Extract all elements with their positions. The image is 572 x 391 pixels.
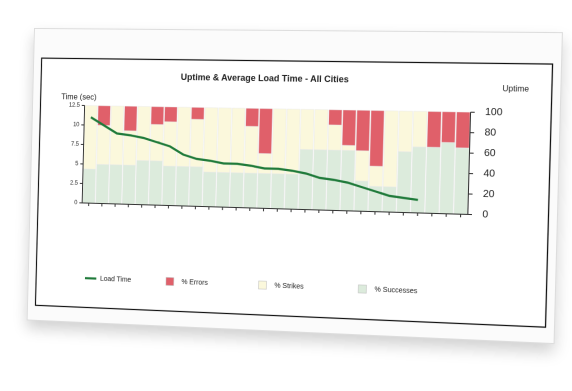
legend-swatch xyxy=(166,277,174,285)
bar-segment xyxy=(123,131,136,166)
bar-segment xyxy=(216,172,230,207)
bar-segment xyxy=(83,105,97,169)
bar-segment xyxy=(124,106,137,131)
bar-segment xyxy=(149,161,163,206)
bar-segment xyxy=(189,167,203,207)
bar-segment xyxy=(340,150,355,211)
bar-segment xyxy=(312,150,327,211)
bar-segment xyxy=(411,147,426,213)
bar-segment xyxy=(326,150,341,211)
bar-segment xyxy=(300,109,314,149)
legend-swatch xyxy=(259,281,268,291)
y-tick-label: 5 xyxy=(75,161,79,167)
y-tick-label: 10 xyxy=(73,122,80,128)
bar-segment xyxy=(243,173,257,208)
y2-tick-label: 80 xyxy=(484,127,496,139)
bar-segment xyxy=(190,119,204,167)
bar-segment xyxy=(110,106,124,165)
bar-segment xyxy=(354,181,368,212)
y2-tick-label: 60 xyxy=(484,148,496,160)
legend-label: % Successes xyxy=(374,286,418,295)
bar-segment xyxy=(314,109,328,149)
bar-segment xyxy=(397,152,412,213)
bar-segment xyxy=(122,165,135,205)
legend-label: % Strikes xyxy=(274,282,304,290)
bar-segment xyxy=(258,153,273,175)
y-tick-label: 2.5 xyxy=(70,181,79,187)
bar-segment xyxy=(454,148,469,215)
y2-tick-label: 0 xyxy=(482,209,489,221)
bar-segment xyxy=(355,151,369,182)
bar-segment xyxy=(244,126,258,173)
y-tick-label: 12.5 xyxy=(69,103,81,109)
bar-segment xyxy=(370,110,385,166)
y2-tick-label: 40 xyxy=(483,168,495,180)
bar-segment xyxy=(203,172,216,207)
bar-segment xyxy=(299,149,313,209)
bar-segment xyxy=(176,166,190,206)
bar-segment xyxy=(427,111,441,147)
bar-segment xyxy=(191,107,204,119)
bar-segment xyxy=(356,110,370,151)
y2-tick-label: 20 xyxy=(483,189,495,201)
bar-segment xyxy=(272,108,287,175)
bar-segment xyxy=(230,173,244,208)
bar-segment xyxy=(383,111,398,187)
monitor: Uptime & Average Load Time - All Cities … xyxy=(26,27,563,345)
bar-segment xyxy=(441,112,455,143)
bar-segment xyxy=(440,142,455,214)
bar-segment xyxy=(136,160,150,205)
y2-axis-label: Uptime xyxy=(502,84,529,94)
bar-segment xyxy=(398,111,412,152)
bar-segment xyxy=(217,108,231,173)
bar-segment xyxy=(329,110,342,125)
bar-segment xyxy=(456,112,470,148)
bar-segment xyxy=(137,106,151,160)
chart-title: Uptime & Average Load Time - All Cities xyxy=(181,72,349,84)
bar-segment xyxy=(231,108,245,173)
y2-tick-label: 100 xyxy=(485,107,503,119)
bar-segment xyxy=(342,145,355,150)
legend-label: Load Time xyxy=(100,276,131,284)
bar-segment xyxy=(96,164,109,203)
bar-segment xyxy=(204,108,218,173)
legend-label: % Errors xyxy=(181,279,208,287)
y-tick-label: 0 xyxy=(74,200,78,206)
bar-segment xyxy=(97,125,110,164)
bar-segment xyxy=(246,108,259,126)
bar-segment xyxy=(257,173,272,210)
bar-segment xyxy=(369,166,383,187)
bar-segment xyxy=(284,173,299,210)
bar-segment xyxy=(177,107,191,166)
bar-segment xyxy=(285,108,300,175)
y-axis-label: Time (sec) xyxy=(61,92,97,102)
bar-segment xyxy=(342,110,356,146)
bar-segment xyxy=(413,111,427,147)
chart: Uptime & Average Load Time - All Cities … xyxy=(28,29,562,343)
bar-segment xyxy=(368,186,382,212)
bar-segment xyxy=(259,108,274,155)
bar-segment xyxy=(151,107,164,125)
legend-swatch xyxy=(358,285,366,293)
bar-segment xyxy=(162,166,175,206)
y-tick-label: 7.5 xyxy=(71,142,80,148)
bar-segment xyxy=(425,147,440,213)
bar-segment xyxy=(98,106,111,126)
bar-segment xyxy=(328,125,342,150)
bar-segment xyxy=(83,169,96,203)
bar-segment xyxy=(163,122,177,167)
bar-segment xyxy=(109,165,122,204)
bar-segment xyxy=(271,173,285,210)
bar-segment xyxy=(164,107,177,122)
bar-segment xyxy=(383,187,397,213)
